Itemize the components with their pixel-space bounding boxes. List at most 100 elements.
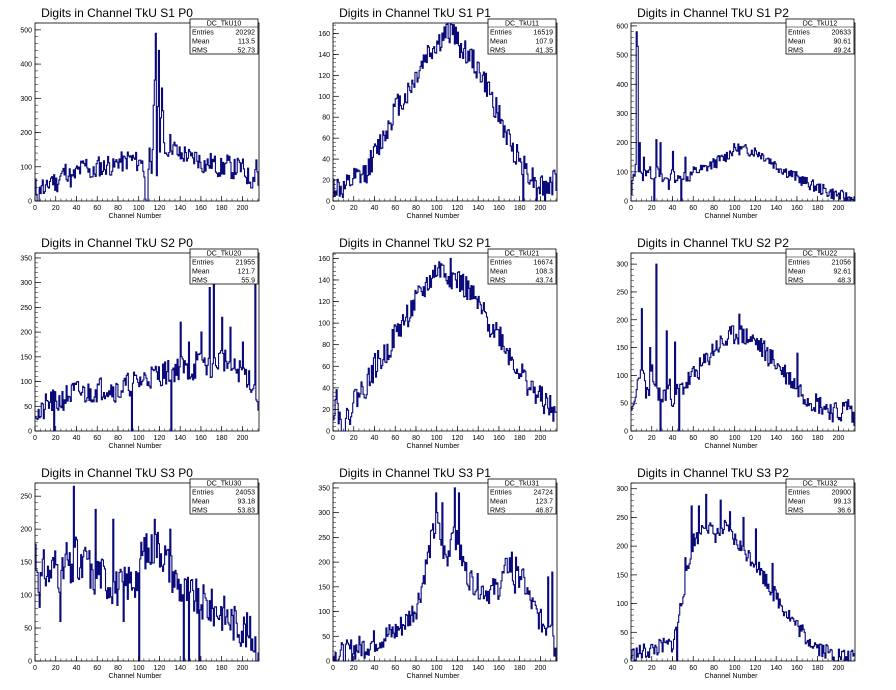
stats-value: 108.3 (535, 269, 553, 276)
x-tick-label: 160 (195, 205, 207, 212)
y-tick-label: 250 (318, 535, 330, 542)
x-tick-label: 0 (33, 665, 37, 672)
stats-value: 43.74 (535, 278, 553, 285)
x-tick-label: 100 (431, 665, 443, 672)
x-tick-label: 60 (93, 205, 101, 212)
x-axis-label: Channel Number (407, 213, 461, 220)
stats-frame (785, 248, 855, 285)
y-tick-label: 40 (322, 157, 330, 164)
y-tick-label: 100 (20, 593, 32, 600)
y-tick-label: 0 (624, 659, 628, 666)
plot-title: Digits in Channel TkU S2 P2 (637, 236, 789, 250)
x-tick-label: 60 (689, 205, 697, 212)
x-tick-label: 20 (350, 205, 358, 212)
y-tick-label: 100 (616, 169, 628, 176)
x-tick-label: 120 (452, 435, 464, 442)
x-tick-label: 80 (710, 435, 718, 442)
y-tick-label: 50 (620, 401, 628, 408)
y-tick-label: 400 (20, 62, 32, 69)
histogram-line (631, 31, 855, 202)
stats-name: DC_TkU30 (207, 481, 242, 488)
histogram-pad: Digits in Channel TkU S1 P1 0 20 40 60 80 100 1… (298, 0, 596, 230)
stats-name: DC_TkU10 (207, 21, 242, 28)
histogram-svg: Digits in Channel TkU S1 P2 0 20 40 60 80 100 1… (616, 6, 856, 220)
y-tick-label: 60 (322, 136, 330, 143)
y-tick-label: 350 (318, 485, 330, 492)
histogram-pad: Digits in Channel TkU S2 P0 0 20 40 60 80 100 1… (0, 230, 298, 460)
x-tick-label: 20 (52, 665, 60, 672)
y-tick-label: 0 (624, 199, 628, 206)
x-axis-label: Channel Number (109, 673, 163, 680)
y-tick-label: 50 (322, 634, 330, 641)
x-tick-label: 80 (114, 205, 122, 212)
histogram-line (631, 493, 855, 662)
stats-key: RMS (192, 278, 208, 285)
stats-value: 92.61 (833, 269, 851, 276)
y-tick-label: 60 (322, 364, 330, 371)
x-axis-label: Channel Number (109, 213, 163, 220)
plot-frame (34, 482, 260, 662)
x-tick-label: 200 (535, 435, 547, 442)
x-tick-label: 120 (154, 665, 166, 672)
plot-frame (630, 482, 856, 662)
x-tick-label: 140 (174, 205, 186, 212)
x-tick-label: 140 (770, 435, 782, 442)
x-tick-label: 180 (216, 205, 228, 212)
stats-frame (189, 478, 259, 515)
stats-name: DC_TkU11 (505, 21, 539, 28)
stats-name: DC_TkU32 (803, 481, 838, 488)
stats-box: DC_TkU10 Entries 20292 Mean 113.5 RMS 52.73 (189, 18, 259, 55)
stats-key: Entries (192, 490, 214, 497)
x-tick-label: 60 (391, 435, 399, 442)
x-tick-label: 40 (73, 205, 81, 212)
x-tick-label: 80 (412, 665, 420, 672)
x-tick-label: 120 (452, 665, 464, 672)
x-axis-label: Channel Number (705, 673, 759, 680)
stats-key: RMS (490, 508, 506, 515)
stats-value: 24724 (534, 490, 554, 497)
x-tick-label: 80 (710, 205, 718, 212)
x-tick-label: 200 (535, 205, 547, 212)
x-tick-label: 100 (729, 205, 741, 212)
x-tick-label: 80 (114, 665, 122, 672)
stats-key: Entries (490, 260, 512, 267)
histogram-svg: Digits in Channel TkU S1 P0 0 20 40 60 80 100 1… (20, 6, 260, 220)
stats-key: Entries (490, 30, 512, 37)
y-tick-label: 200 (20, 330, 32, 337)
y-tick-label: 0 (326, 199, 330, 206)
x-tick-label: 140 (472, 665, 484, 672)
y-tick-label: 140 (318, 52, 330, 59)
x-tick-label: 0 (629, 665, 633, 672)
y-tick-label: 200 (616, 317, 628, 324)
y-tick-label: 50 (24, 404, 32, 411)
stats-box: DC_TkU31 Entries 24724 Mean 123.7 RMS 46.87 (487, 478, 557, 515)
y-tick-label: 160 (318, 256, 330, 263)
x-tick-label: 140 (770, 205, 782, 212)
plot-frame (630, 22, 856, 202)
stats-box: DC_TkU21 Entries 16674 Mean 108.3 RMS 43.74 (487, 248, 557, 285)
x-tick-label: 140 (472, 205, 484, 212)
stats-key: Entries (490, 490, 512, 497)
x-tick-label: 60 (93, 665, 101, 672)
plot-frame (332, 252, 558, 432)
histogram-svg: Digits in Channel TkU S2 P2 0 20 40 60 80 100 1… (616, 236, 856, 450)
x-tick-label: 100 (729, 665, 741, 672)
histogram-svg: Digits in Channel TkU S2 P0 0 20 40 60 80 100 1… (20, 236, 260, 450)
stats-frame (487, 248, 557, 285)
stats-frame (189, 18, 259, 55)
x-tick-label: 200 (237, 205, 249, 212)
x-tick-label: 160 (791, 665, 803, 672)
y-tick-label: 250 (20, 494, 32, 501)
x-tick-label: 180 (216, 665, 228, 672)
y-tick-label: 250 (20, 305, 32, 312)
x-tick-label: 180 (514, 665, 526, 672)
x-tick-label: 80 (412, 435, 420, 442)
x-tick-label: 180 (514, 205, 526, 212)
stats-key: RMS (490, 48, 506, 55)
x-tick-label: 160 (493, 205, 505, 212)
plot-title: Digits in Channel TkU S2 P1 (339, 236, 491, 250)
histogram-pad: Digits in Channel TkU S1 P2 0 20 40 60 80 100 1… (596, 0, 894, 230)
stats-value: 16519 (534, 30, 554, 37)
y-tick-label: 300 (616, 486, 628, 493)
stats-key: RMS (192, 48, 208, 55)
